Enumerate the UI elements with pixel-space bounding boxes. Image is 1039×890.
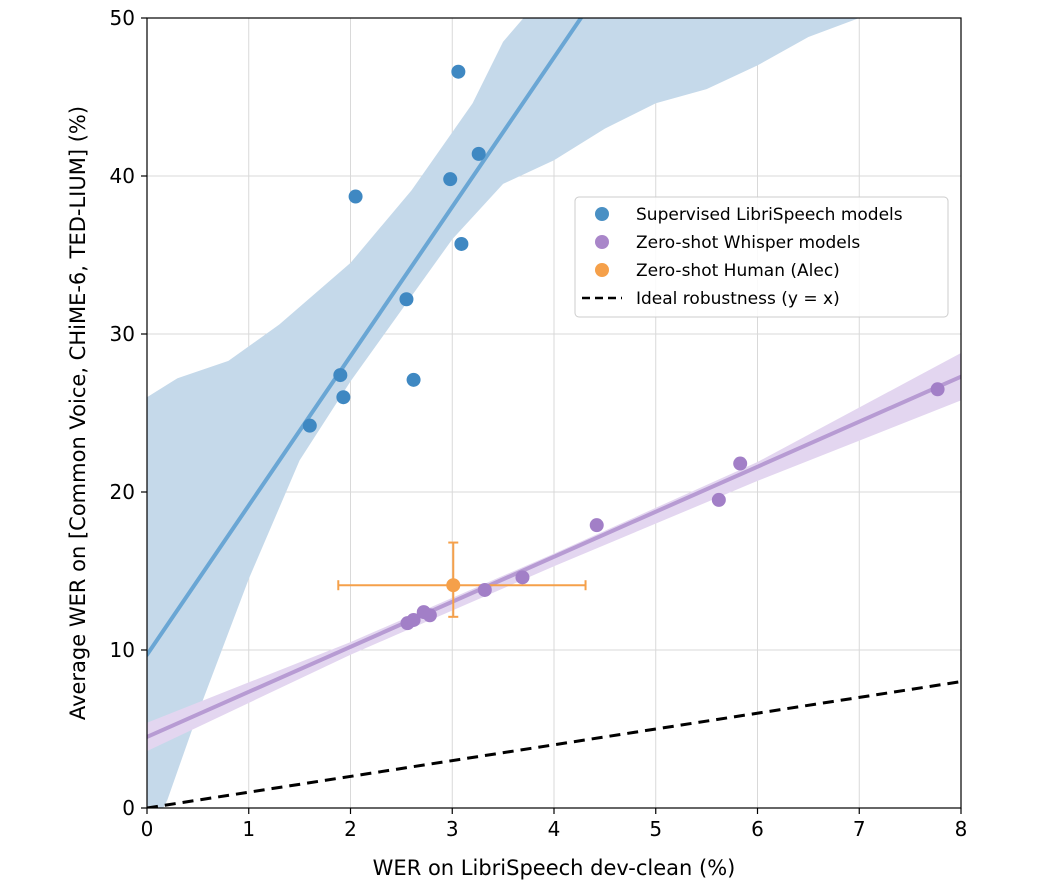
axis-ticks: 0 1 2 3 4 5 6 7 8 0 10 20 30 40 50	[110, 6, 968, 841]
whisper-point	[477, 582, 492, 597]
legend-marker-whisper	[595, 235, 609, 249]
legend-label-whisper: Zero-shot Whisper models	[636, 233, 860, 253]
whisper-point	[515, 570, 530, 585]
supervised-point	[302, 418, 317, 433]
supervised-point	[333, 368, 348, 383]
x-tick-label: 8	[955, 817, 968, 841]
x-tick-label: 2	[344, 817, 357, 841]
whisper-point	[711, 492, 726, 507]
x-tick-label: 6	[751, 817, 764, 841]
y-tick-label: 30	[110, 322, 135, 346]
fit-lines	[147, 18, 961, 808]
y-tick-label: 0	[122, 796, 135, 820]
confidence-bands	[147, 18, 961, 808]
legend-box	[574, 196, 949, 318]
x-tick-label: 3	[446, 817, 459, 841]
supervised-point	[443, 172, 458, 187]
y-tick-label: 40	[110, 164, 135, 188]
supervised-confidence-band	[147, 18, 860, 808]
human-point	[446, 578, 461, 593]
whisper-confidence-band	[147, 353, 961, 752]
legend: Supervised LibriSpeech models Zero-shot …	[574, 196, 949, 318]
whisper-point	[422, 608, 437, 623]
data-points	[302, 64, 945, 631]
legend-label-human: Zero-shot Human (Alec)	[636, 261, 840, 281]
x-tick-label: 4	[548, 817, 561, 841]
legend-label-ideal: Ideal robustness (y = x)	[636, 289, 840, 309]
legend-label-supervised: Supervised LibriSpeech models	[636, 205, 903, 225]
ideal-robustness-line	[147, 680, 961, 808]
y-tick-label: 10	[110, 638, 135, 662]
x-tick-label: 1	[242, 817, 255, 841]
whisper-fit-line	[147, 374, 961, 739]
x-tick-label: 5	[649, 817, 662, 841]
whisper-point	[589, 518, 604, 533]
legend-marker-human	[595, 263, 609, 277]
supervised-point	[406, 372, 421, 387]
supervised-fit-line	[147, 18, 584, 657]
supervised-point	[451, 64, 466, 79]
whisper-point	[733, 456, 748, 471]
supervised-point	[348, 189, 363, 204]
y-tick-label: 50	[110, 6, 135, 30]
x-tick-label: 0	[141, 817, 154, 841]
y-tick-label: 20	[110, 480, 135, 504]
whisper-point	[406, 612, 421, 627]
x-tick-label: 7	[853, 817, 866, 841]
supervised-point	[471, 146, 486, 161]
whisper-point	[930, 382, 945, 397]
supervised-point	[336, 390, 351, 405]
supervised-point	[454, 236, 469, 251]
x-axis-label: WER on LibriSpeech dev-clean (%)	[373, 856, 736, 880]
supervised-point	[399, 292, 414, 307]
legend-marker-supervised	[595, 207, 609, 221]
y-axis-label: Average WER on [Common Voice, CHiME-6, T…	[66, 106, 90, 720]
